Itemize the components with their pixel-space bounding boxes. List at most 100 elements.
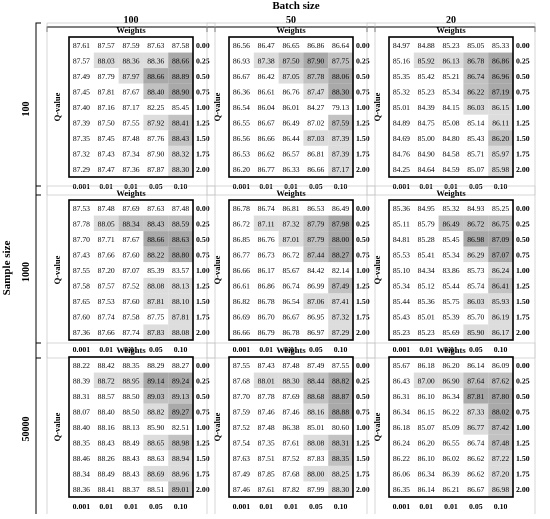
heatmap-cell	[389, 262, 414, 278]
heatmap-cell	[229, 357, 254, 373]
weights-label: Weights	[436, 345, 466, 355]
heatmap-cell	[253, 99, 279, 115]
heatmap-cell	[143, 293, 169, 309]
cell-value-label: 86.43	[393, 376, 410, 385]
q-tick-label: 2.00	[196, 165, 210, 174]
cell-value-label: 87.48	[492, 439, 509, 448]
heatmap-cell	[278, 200, 304, 216]
heatmap-cell	[328, 388, 353, 404]
heatmap-cell	[278, 68, 304, 84]
heatmap-cell	[93, 262, 119, 278]
cell-value-label: 86.54	[282, 297, 299, 306]
heatmap-cell	[389, 215, 414, 232]
cell-value-label: 86.22	[393, 454, 410, 463]
q-tick-label: 1.00	[196, 103, 210, 112]
cell-value-label: 88.69	[147, 470, 164, 479]
cell-value-label: 86.02	[442, 454, 459, 463]
cell-value-label: 87.70	[233, 392, 250, 401]
cell-value-label: 86.97	[307, 328, 324, 337]
heatmap-cell	[253, 388, 279, 404]
heatmap-cell	[438, 403, 464, 420]
heatmap-cell	[463, 114, 489, 131]
heatmap-cell	[328, 37, 353, 53]
heatmap-cell	[328, 68, 353, 84]
heatmap-cell	[229, 324, 254, 340]
heatmap-cell	[69, 262, 94, 278]
heatmap-cell	[229, 481, 254, 497]
heatmap-cell	[93, 161, 119, 177]
weight-tick-label: 0.05	[309, 502, 323, 511]
cell-value-label: 87.17	[332, 165, 349, 174]
cell-value-label: 87.48	[122, 134, 139, 143]
heatmap-cell	[438, 293, 464, 309]
cell-value-label: 87.19	[492, 87, 509, 96]
heatmap-cell	[278, 357, 304, 373]
heatmap-cell	[413, 465, 439, 482]
cell-value-label: 86.10	[418, 454, 435, 463]
cell-value-label: 87.63	[233, 454, 250, 463]
cell-value-label: 87.35	[73, 134, 90, 143]
heatmap-cell	[463, 52, 489, 69]
cell-value-label: 85.75	[442, 297, 459, 306]
heatmap-cell	[488, 277, 513, 294]
cell-value-label: 86.81	[307, 150, 324, 159]
cell-value-label: 86.44	[282, 134, 299, 143]
weight-tick-label: 0.01	[124, 182, 138, 191]
heatmap-cell	[229, 83, 254, 100]
cell-value-label: 85.44	[442, 282, 459, 291]
cell-value-label: 86.67	[233, 72, 250, 81]
cell-value-label: 86.86	[307, 41, 324, 50]
heatmap-cell	[413, 372, 439, 389]
cell-value-label: 86.62	[467, 454, 484, 463]
cell-value-label: 86.72	[467, 219, 484, 228]
heatmap-cell	[303, 434, 329, 451]
heatmap-cell	[488, 52, 513, 69]
heatmap-cell	[93, 52, 119, 69]
heatmap-cell	[463, 130, 489, 146]
cell-value-label: 84.90	[418, 150, 435, 159]
weight-tick-label: 0.10	[494, 182, 508, 191]
heatmap-cell	[143, 231, 169, 247]
cell-value-label: 86.98	[467, 235, 484, 244]
weight-tick-label: 0.01	[99, 345, 113, 354]
heatmap-cell	[438, 200, 464, 216]
panel-frame	[206, 22, 376, 196]
q-tick-label: 1.75	[516, 470, 530, 479]
heatmap-cell	[69, 161, 94, 177]
heatmap-cell	[69, 308, 94, 325]
heatmap-cell	[438, 324, 464, 340]
weight-tick-label: 0.01	[99, 502, 113, 511]
heatmap-cell	[278, 277, 304, 294]
heatmap-cell	[229, 419, 254, 435]
cell-value-label: 87.20	[492, 470, 509, 479]
heatmap-cell	[303, 130, 329, 146]
cell-value-label: 86.66	[233, 328, 250, 337]
cell-value-label: 85.23	[393, 328, 410, 337]
heatmap-cell	[253, 215, 279, 232]
cell-value-label: 87.57	[98, 282, 115, 291]
cell-value-label: 86.01	[282, 103, 299, 112]
heatmap-cell	[118, 308, 144, 325]
heatmap-cell	[168, 481, 193, 497]
weight-tick-label: 0.10	[174, 182, 188, 191]
heatmap-cell	[438, 465, 464, 482]
cell-value-label: 87.60	[122, 250, 139, 259]
heatmap-cell	[389, 372, 414, 389]
heatmap-cell	[118, 419, 144, 435]
heatmap-cell	[93, 308, 119, 325]
heatmap-cell	[168, 372, 193, 389]
q-tick-label: 0.25	[356, 376, 370, 385]
heatmap-cell	[389, 145, 414, 162]
heatmap-cell	[389, 200, 414, 216]
cell-value-label: 85.71	[467, 150, 484, 159]
cell-value-label: 86.20	[418, 439, 435, 448]
heatmap-cell	[143, 372, 169, 389]
heatmap-cell	[118, 99, 144, 115]
heatmap-cell	[168, 450, 193, 466]
heatmap-cell	[93, 324, 119, 340]
cell-value-label: 87.61	[282, 439, 299, 448]
cell-value-label: 86.64	[332, 41, 349, 50]
heatmap-cell	[93, 419, 119, 435]
weight-tick-label: 0.10	[174, 502, 188, 511]
